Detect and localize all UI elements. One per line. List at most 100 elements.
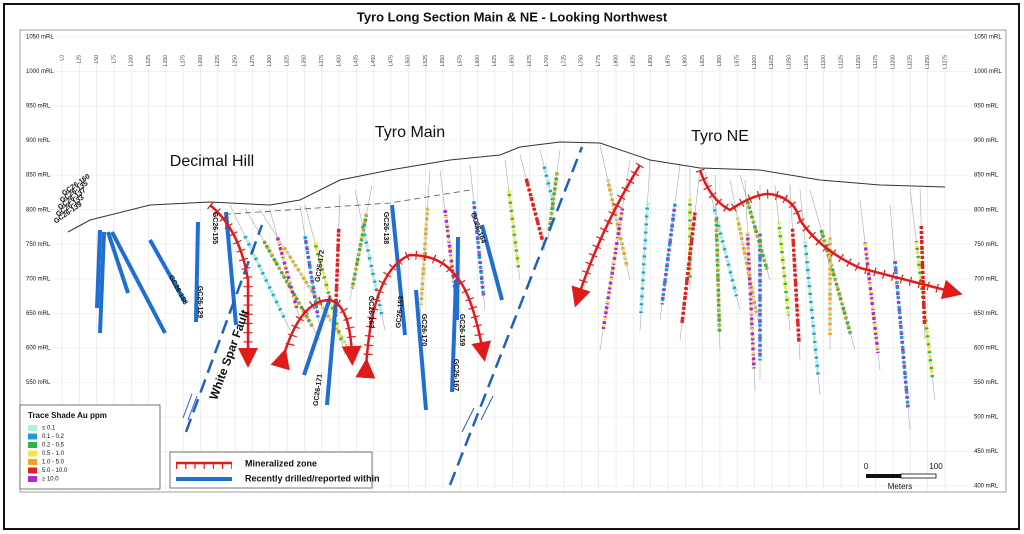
section-label: L600	[475, 55, 481, 66]
elevation-label: 650 mRL	[974, 311, 999, 317]
section-label: L1250	[925, 55, 931, 69]
mineralized-zones	[207, 162, 963, 379]
hole-label: GC26-155	[211, 212, 218, 244]
recent-hole	[480, 224, 504, 301]
scale-unit: Meters	[888, 482, 912, 491]
color-trace	[507, 189, 521, 269]
zone-d	[571, 162, 644, 308]
color-trace	[914, 240, 935, 380]
section-label: L825	[631, 55, 637, 66]
section-label: L1025	[769, 55, 775, 69]
color-trace	[639, 202, 650, 314]
legend-swatch	[28, 467, 37, 474]
color-trace	[803, 241, 820, 375]
color-trace	[790, 228, 801, 343]
section-label: L850	[648, 55, 654, 66]
section-labels: L0 L25 L50 L75 L100 L125 L150 L175 L200 L225 L250 L…	[59, 55, 948, 69]
hole-label: GC26-167	[452, 359, 459, 391]
fault-arrow	[461, 407, 475, 433]
color-trace	[790, 228, 801, 343]
section-label: L150	[163, 55, 169, 66]
elevation-label: 650 mRL	[26, 311, 51, 317]
color-trace	[313, 242, 343, 341]
zone-a	[207, 201, 258, 368]
elevation-label: 800 mRL	[26, 207, 51, 213]
elevation-label: 950 mRL	[974, 104, 999, 110]
section-label: L0	[59, 55, 65, 61]
section-label: L200	[198, 55, 204, 66]
section-label: L1050	[787, 55, 793, 69]
section-label: L900	[683, 55, 689, 66]
section-label: L675	[527, 55, 533, 66]
section-label: L775	[596, 55, 602, 66]
section-label: L975	[735, 55, 741, 66]
elevation-label: 750 mRL	[26, 242, 51, 248]
color-trace	[507, 189, 521, 269]
zone-label: Tyro NE	[691, 128, 749, 145]
color-trace	[914, 240, 935, 380]
color-trace	[350, 213, 369, 289]
elevation-label: 500 mRL	[974, 415, 999, 421]
fault-arrow	[187, 395, 198, 421]
elevation-label: 550 mRL	[26, 380, 51, 386]
elevation-label: 800 mRL	[974, 207, 999, 213]
section-label: L750	[579, 55, 585, 66]
color-trace	[714, 218, 722, 333]
section-label: L275	[250, 55, 256, 66]
section-label: L700	[544, 55, 550, 66]
section-label: L300	[267, 55, 273, 66]
recent-hole	[148, 239, 187, 303]
legend-swatch	[28, 450, 37, 457]
zone-b	[270, 295, 362, 371]
recent-hole	[194, 221, 200, 323]
pit-outline	[214, 189, 471, 216]
section-label: L25	[77, 55, 83, 64]
section-label: L50	[94, 55, 100, 64]
hole-label: GC26-170	[420, 314, 427, 346]
faults	[184, 146, 584, 486]
grey-trace	[909, 187, 936, 401]
key-label: Recently drilled/reported within	[245, 473, 380, 483]
color-trace	[735, 217, 759, 316]
color-trace	[547, 172, 559, 232]
color-trace	[893, 261, 910, 408]
color-trace	[303, 235, 320, 318]
color-trace	[660, 203, 677, 305]
legend-label: 0.5 - 1.0	[42, 451, 65, 457]
legend-label: 0.1 - 0.2	[42, 434, 65, 440]
drill-traces	[229, 144, 936, 431]
color-trace	[919, 225, 927, 325]
recent-holes	[95, 204, 504, 411]
color-trace	[313, 242, 343, 341]
section-label: L500	[406, 55, 412, 66]
elevation-label: 1000 mRL	[26, 69, 54, 75]
section-label: L250	[232, 55, 238, 66]
section-label: L550	[440, 55, 446, 66]
section-frame	[19, 29, 1007, 493]
hole-label: GC26-138	[382, 212, 389, 244]
fault-line	[448, 146, 584, 486]
legend-swatch	[28, 476, 37, 482]
recent-hole	[95, 229, 102, 309]
legend-swatch	[28, 425, 37, 431]
topography	[67, 141, 946, 233]
elevation-label: 600 mRL	[26, 345, 51, 351]
legend-title: Trace Shade Au ppm	[28, 411, 107, 420]
elevation-label: 450 mRL	[974, 449, 999, 455]
color-trace	[243, 235, 286, 319]
section-label: L1100	[821, 55, 827, 69]
section-label: L875	[665, 55, 671, 66]
section-label: L125	[146, 55, 152, 66]
scale-label: 100	[929, 462, 943, 471]
section-label: L175	[181, 55, 187, 66]
fault-arrow	[182, 393, 193, 419]
key-box	[169, 451, 373, 489]
fault-arrow	[480, 395, 494, 421]
section-label: L725	[561, 55, 567, 66]
elevation-label: 700 mRL	[974, 276, 999, 282]
fault-arrows	[182, 393, 494, 433]
section-label: L950	[717, 55, 723, 66]
elevation-label: 550 mRL	[974, 380, 999, 386]
hole-label: GC26-153	[395, 296, 405, 329]
section-label: L100	[129, 55, 135, 66]
